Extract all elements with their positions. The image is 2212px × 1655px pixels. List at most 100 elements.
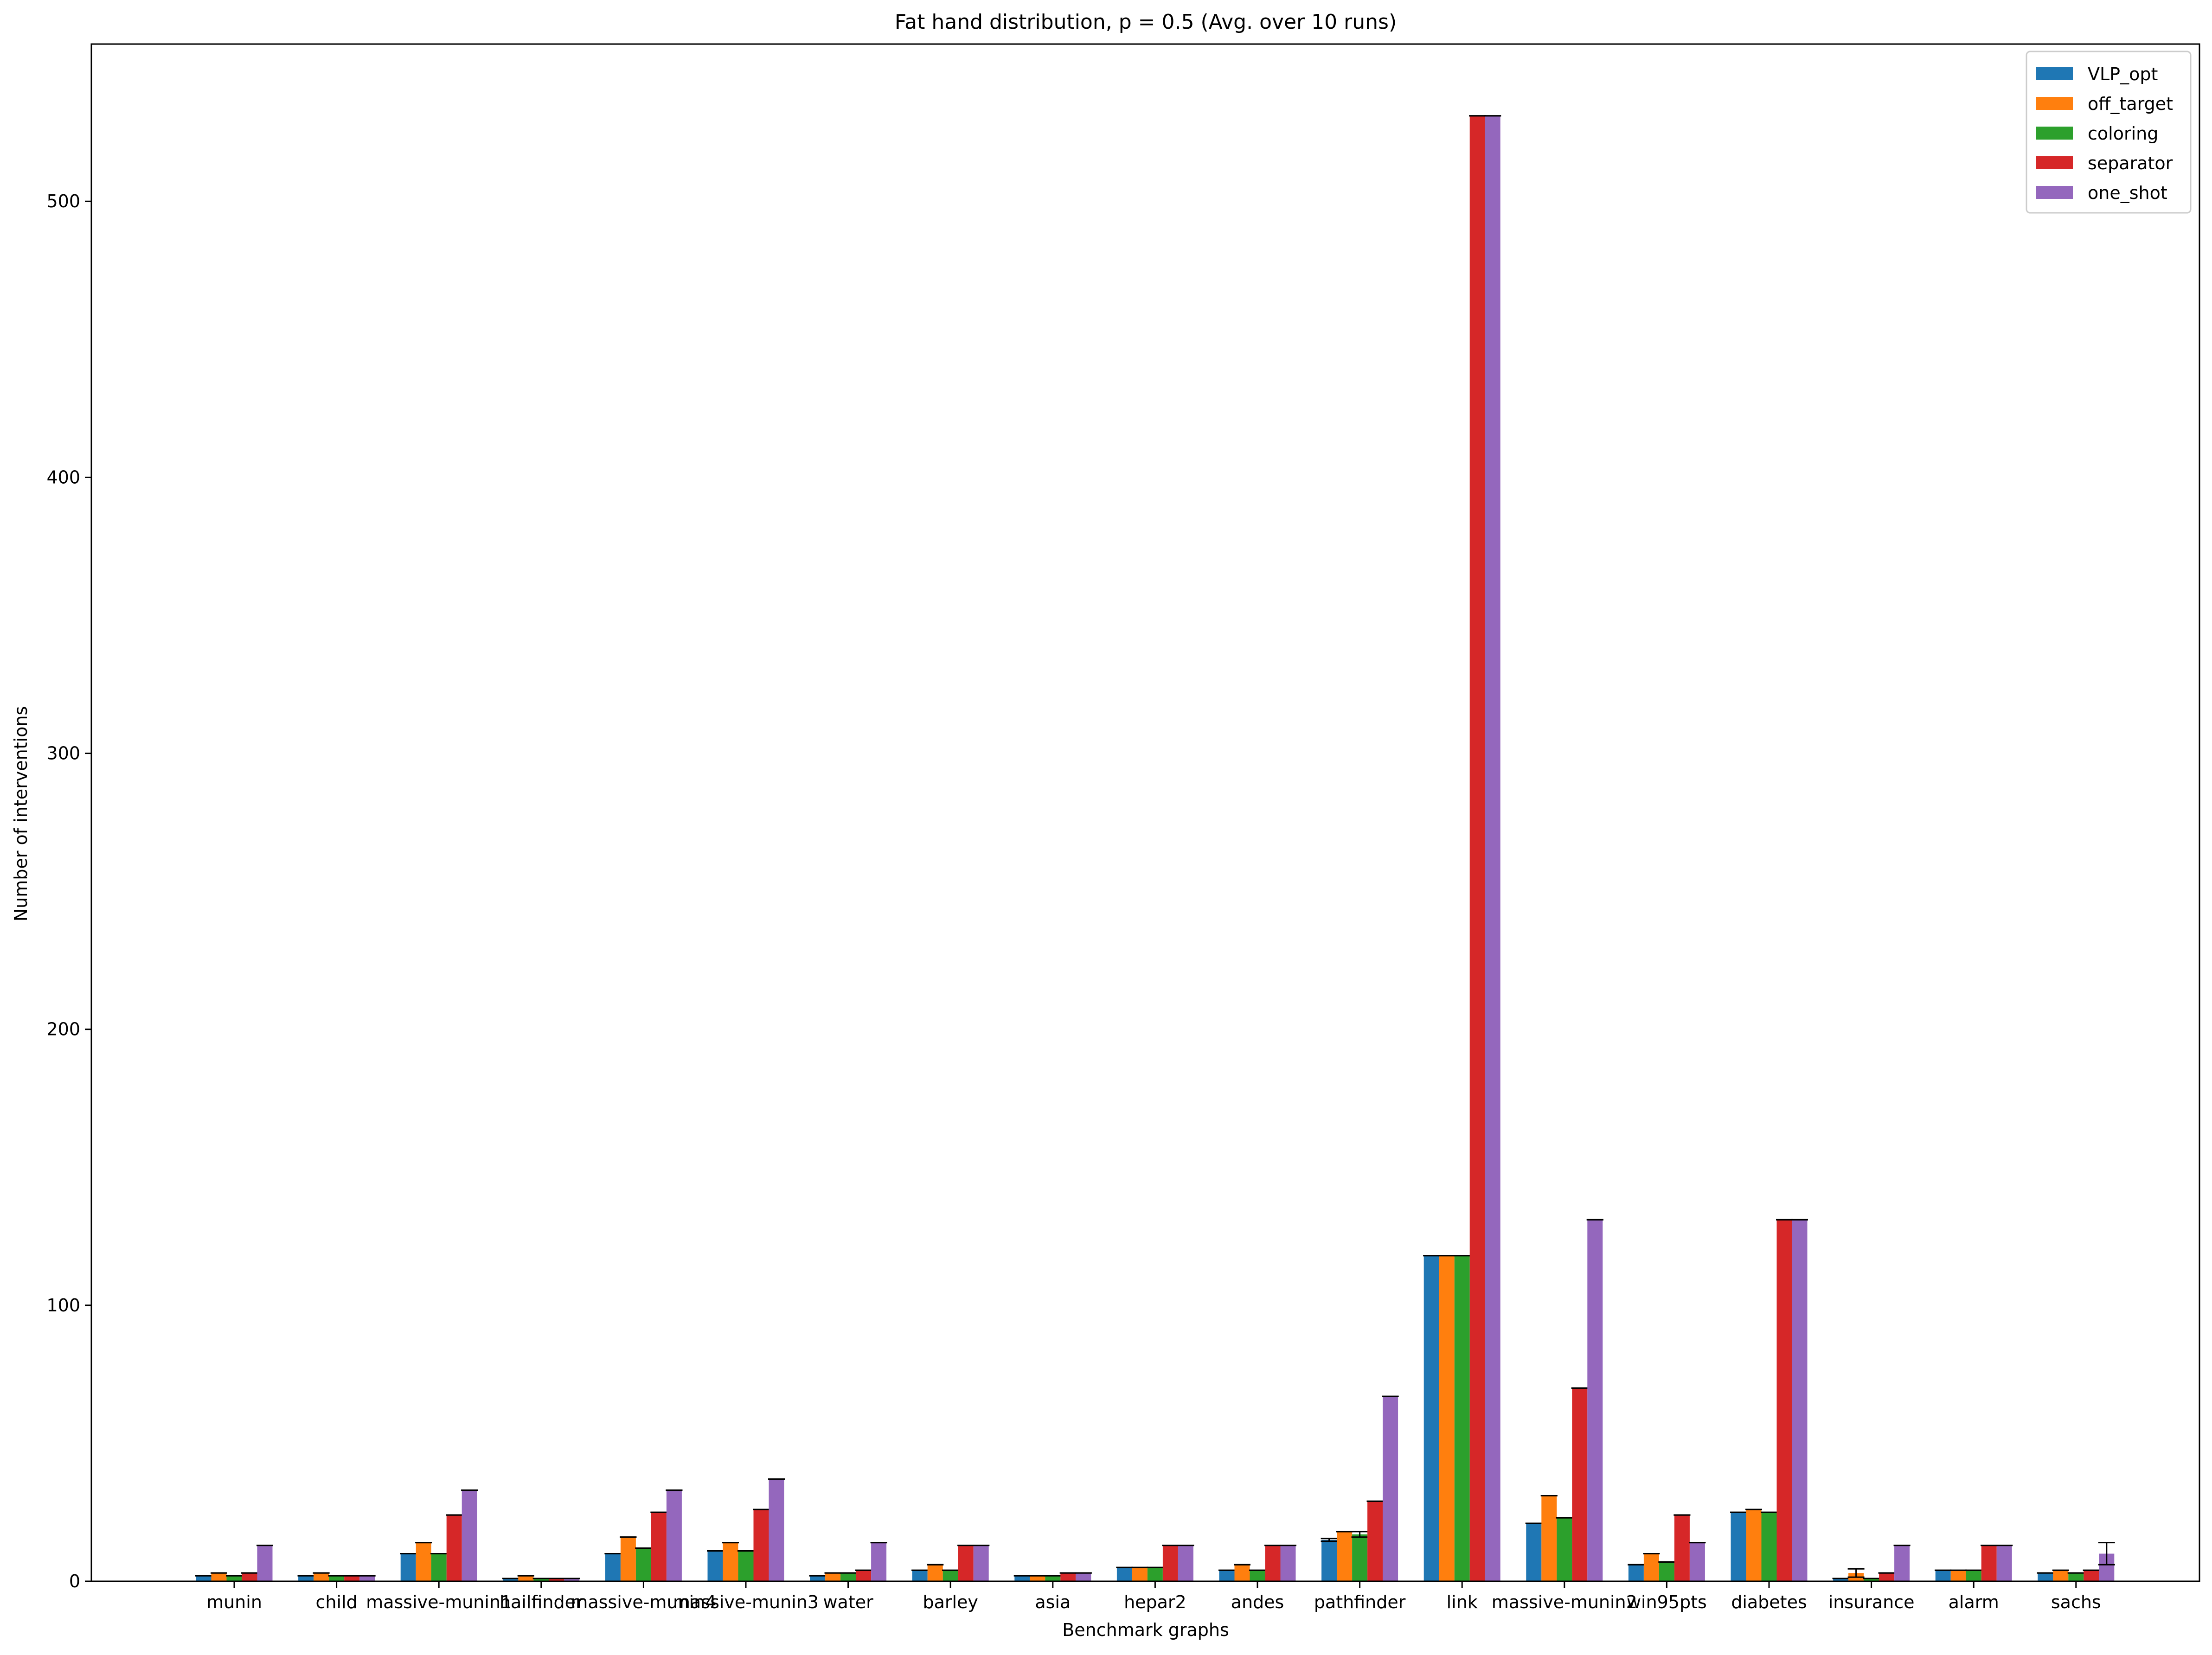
- bar-vlp-opt-insurance: [1833, 1578, 1849, 1581]
- bar-one-shot-massive-munin1: [462, 1490, 477, 1581]
- bar-vlp-opt-water: [810, 1576, 826, 1581]
- legend-label-coloring: coloring: [2088, 123, 2158, 144]
- bar-coloring-insurance: [1864, 1578, 1879, 1581]
- x-tick-label-water: water: [823, 1592, 873, 1612]
- bar-off-target-massive-munin1: [416, 1542, 431, 1581]
- bar-coloring-hailfinder: [533, 1578, 549, 1581]
- bar-one-shot-andes: [1280, 1545, 1296, 1581]
- x-tick-label-win95pts: win95pts: [1627, 1592, 1707, 1612]
- bar-off-target-barley: [927, 1565, 943, 1581]
- bar-coloring-asia: [1045, 1576, 1061, 1581]
- legend-label-one-shot: one_shot: [2088, 183, 2167, 203]
- bar-coloring-massive-munin2: [1557, 1518, 1572, 1581]
- y-tick-label-400: 400: [46, 467, 80, 487]
- chart-title: Fat hand distribution, p = 0.5 (Avg. ove…: [895, 10, 1397, 34]
- bar-separator-child: [344, 1576, 360, 1581]
- bar-off-target-hepar2: [1132, 1567, 1148, 1581]
- bar-coloring-diabetes: [1761, 1512, 1777, 1581]
- bar-off-target-win95pts: [1643, 1553, 1659, 1581]
- bar-separator-massive-munin3: [753, 1509, 769, 1581]
- bar-coloring-barley: [943, 1570, 958, 1581]
- bar-coloring-massive-munin1: [431, 1553, 447, 1581]
- bar-separator-massive-munin2: [1572, 1388, 1588, 1581]
- error-bar-coloring-pathfinder: [1351, 1531, 1368, 1538]
- bar-separator-massive-munin4: [651, 1512, 667, 1581]
- x-tick-label-massive-munin4: massive-munin4: [571, 1592, 716, 1612]
- y-tick-label-200: 200: [46, 1019, 80, 1040]
- bar-one-shot-child: [359, 1576, 375, 1581]
- bar-separator-pathfinder: [1367, 1501, 1383, 1581]
- bar-vlp-opt-barley: [912, 1570, 928, 1581]
- bar-vlp-opt-hailfinder: [503, 1578, 519, 1581]
- y-tick-label-500: 500: [46, 191, 80, 211]
- bar-coloring-massive-munin4: [635, 1548, 651, 1581]
- x-tick-label-massive-munin3: massive-munin3: [673, 1592, 819, 1612]
- bar-one-shot-munin: [257, 1545, 273, 1581]
- bar-coloring-munin: [226, 1576, 242, 1581]
- bar-coloring-link: [1454, 1255, 1470, 1581]
- y-tick-label-300: 300: [46, 743, 80, 764]
- bar-one-shot-asia: [1076, 1573, 1091, 1581]
- bar-coloring-sachs: [2068, 1573, 2084, 1581]
- bar-vlp-opt-alarm: [1935, 1570, 1951, 1581]
- x-tick-label-pathfinder: pathfinder: [1314, 1592, 1406, 1612]
- bar-vlp-opt-child: [298, 1576, 314, 1581]
- bar-coloring-andes: [1250, 1570, 1265, 1581]
- bar-separator-massive-munin1: [446, 1515, 462, 1581]
- bar-separator-insurance: [1879, 1573, 1895, 1581]
- bar-off-target-water: [825, 1573, 841, 1581]
- bar-coloring-child: [329, 1576, 345, 1581]
- bar-one-shot-massive-munin2: [1587, 1220, 1603, 1581]
- plot-frame: [90, 43, 2200, 1582]
- y-tick-label-100: 100: [46, 1295, 80, 1316]
- x-tick-label-andes: andes: [1231, 1592, 1284, 1612]
- legend-label-separator: separator: [2088, 153, 2173, 173]
- bar-separator-hailfinder: [549, 1578, 564, 1581]
- x-tick-label-munin: munin: [206, 1592, 262, 1612]
- bar-vlp-opt-massive-munin2: [1526, 1523, 1542, 1581]
- legend-swatch-coloring: [2036, 127, 2073, 140]
- y-axis-label: Number of interventions: [11, 706, 31, 922]
- bar-separator-asia: [1060, 1573, 1076, 1581]
- bar-coloring-water: [840, 1573, 856, 1581]
- bar-coloring-alarm: [1966, 1570, 1981, 1581]
- bar-off-target-munin: [211, 1573, 227, 1581]
- x-tick-label-insurance: insurance: [1828, 1592, 1915, 1612]
- x-tick-label-massive-munin2: massive-munin2: [1492, 1592, 1637, 1612]
- bar-separator-diabetes: [1776, 1220, 1792, 1581]
- bar-separator-link: [1469, 115, 1485, 1581]
- x-tick-label-hailfinder: hailfinder: [500, 1592, 583, 1612]
- bar-vlp-opt-andes: [1219, 1570, 1235, 1581]
- bar-vlp-opt-hepar2: [1116, 1567, 1132, 1581]
- legend-swatch-off-target: [2036, 97, 2073, 110]
- bar-vlp-opt-massive-munin1: [400, 1553, 416, 1581]
- bar-separator-water: [856, 1570, 872, 1581]
- bar-off-target-pathfinder: [1337, 1531, 1353, 1581]
- bar-separator-alarm: [1981, 1545, 1997, 1581]
- x-tick-label-asia: asia: [1035, 1592, 1071, 1612]
- bar-one-shot-diabetes: [1792, 1220, 1808, 1581]
- bar-one-shot-barley: [973, 1545, 989, 1581]
- bar-off-target-alarm: [1950, 1570, 1966, 1581]
- bar-coloring-win95pts: [1659, 1562, 1674, 1581]
- bar-one-shot-pathfinder: [1383, 1396, 1398, 1581]
- bar-off-target-hailfinder: [518, 1576, 534, 1581]
- error-bar-vlp-opt-pathfinder: [1321, 1538, 1338, 1542]
- bar-one-shot-massive-munin3: [769, 1479, 784, 1581]
- bar-separator-win95pts: [1674, 1515, 1690, 1581]
- x-tick-label-link: link: [1447, 1592, 1478, 1612]
- bar-one-shot-insurance: [1894, 1545, 1910, 1581]
- bar-off-target-massive-munin3: [723, 1542, 738, 1581]
- bar-one-shot-hepar2: [1178, 1545, 1193, 1581]
- x-tick-label-diabetes: diabetes: [1731, 1592, 1807, 1612]
- bar-one-shot-alarm: [1996, 1545, 2012, 1581]
- bar-one-shot-hailfinder: [564, 1578, 580, 1581]
- bar-vlp-opt-win95pts: [1628, 1565, 1644, 1581]
- bar-off-target-sachs: [2053, 1570, 2069, 1581]
- legend-label-vlp-opt: VLP_opt: [2088, 64, 2158, 84]
- legend-box: [2026, 51, 2192, 214]
- bar-vlp-opt-link: [1423, 1255, 1439, 1581]
- x-tick-label-barley: barley: [923, 1592, 978, 1612]
- bar-off-target-massive-munin2: [1541, 1495, 1557, 1581]
